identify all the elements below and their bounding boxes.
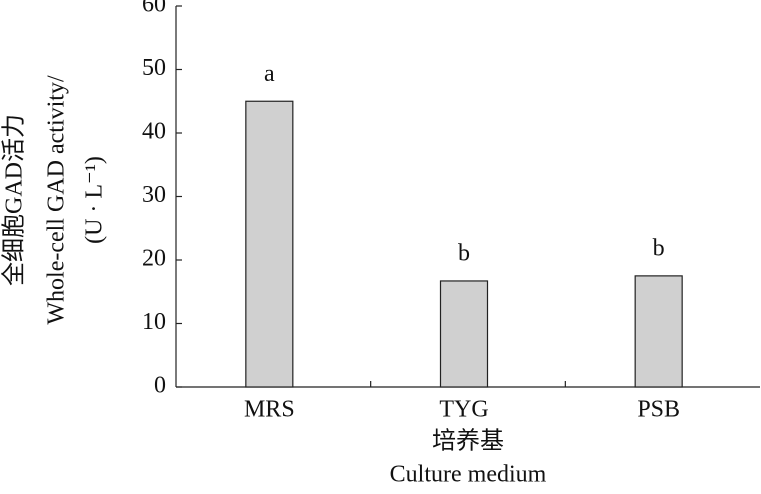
significance-label: b [458, 240, 470, 266]
x-tick-label: PSB [637, 397, 680, 423]
y-tick-label: 10 [142, 309, 166, 335]
significance-label: a [264, 61, 275, 87]
y-axis-label: (U · L⁻¹) [82, 156, 108, 244]
y-tick-label: 50 [142, 55, 166, 81]
x-axis-label: Culture medium [390, 462, 547, 488]
y-tick-label: 20 [142, 246, 166, 272]
bar [439, 280, 489, 388]
y-tick-label: 40 [142, 119, 166, 145]
x-axis-label: 培养基 [432, 428, 504, 455]
y-tick-label: 60 [142, 0, 166, 18]
y-axis-label: 全细胞GAD活力 [1, 114, 28, 286]
x-tick-label: MRS [244, 397, 295, 423]
y-tick-label: 30 [142, 182, 166, 208]
bar [245, 100, 294, 388]
y-tick-label: 0 [154, 373, 166, 399]
bar [634, 275, 683, 388]
y-axis-label: Whole-cell GAD activity/ [44, 75, 70, 325]
significance-label: b [653, 235, 665, 261]
x-tick-label: TYG [439, 397, 488, 423]
